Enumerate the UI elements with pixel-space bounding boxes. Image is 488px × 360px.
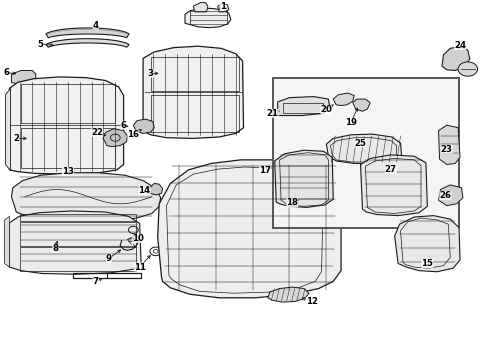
Text: 14: 14	[138, 186, 150, 195]
Text: 21: 21	[266, 109, 278, 118]
Text: 6: 6	[121, 121, 126, 130]
Text: 5: 5	[38, 40, 43, 49]
Text: 13: 13	[62, 167, 74, 176]
Polygon shape	[217, 4, 228, 12]
Polygon shape	[360, 155, 427, 216]
Text: 10: 10	[132, 234, 144, 243]
Polygon shape	[267, 287, 308, 302]
Text: 12: 12	[305, 297, 317, 306]
Polygon shape	[158, 160, 340, 298]
Text: 22: 22	[91, 128, 103, 137]
Circle shape	[457, 62, 477, 76]
Text: 11: 11	[133, 262, 145, 271]
Text: 24: 24	[453, 41, 465, 50]
Polygon shape	[438, 125, 459, 165]
Polygon shape	[193, 3, 207, 12]
Text: 3: 3	[147, 69, 154, 78]
Text: 8: 8	[52, 244, 58, 253]
Polygon shape	[46, 39, 129, 47]
Text: 7: 7	[93, 277, 99, 286]
Text: 2: 2	[13, 134, 19, 143]
Text: 4: 4	[93, 21, 99, 30]
Polygon shape	[11, 173, 160, 222]
Polygon shape	[9, 77, 123, 174]
Bar	[20, 214, 136, 221]
Polygon shape	[103, 129, 127, 147]
Text: 20: 20	[320, 105, 332, 114]
Text: 9: 9	[106, 254, 112, 263]
Polygon shape	[352, 99, 369, 111]
Polygon shape	[46, 28, 129, 38]
Polygon shape	[394, 216, 459, 272]
Polygon shape	[9, 211, 141, 274]
Polygon shape	[143, 46, 243, 138]
Polygon shape	[332, 93, 353, 105]
Polygon shape	[11, 71, 36, 85]
Polygon shape	[5, 88, 10, 171]
Text: 19: 19	[344, 118, 356, 127]
Polygon shape	[277, 96, 329, 116]
Polygon shape	[438, 185, 462, 206]
Polygon shape	[441, 46, 469, 71]
Text: 23: 23	[440, 145, 452, 154]
Text: 17: 17	[258, 166, 270, 175]
Text: 6: 6	[3, 68, 10, 77]
Bar	[20, 222, 136, 246]
Bar	[20, 247, 136, 271]
Text: 1: 1	[219, 2, 225, 11]
Polygon shape	[326, 134, 401, 163]
Polygon shape	[274, 150, 332, 207]
Polygon shape	[184, 8, 230, 28]
Bar	[272, 78, 458, 228]
Text: 25: 25	[354, 139, 366, 148]
Text: 15: 15	[421, 259, 432, 268]
Text: 27: 27	[384, 165, 396, 174]
Text: 18: 18	[285, 198, 298, 207]
Polygon shape	[147, 184, 162, 195]
Polygon shape	[4, 216, 9, 267]
Text: 16: 16	[127, 130, 139, 139]
Text: 26: 26	[439, 191, 450, 200]
Polygon shape	[133, 119, 154, 134]
